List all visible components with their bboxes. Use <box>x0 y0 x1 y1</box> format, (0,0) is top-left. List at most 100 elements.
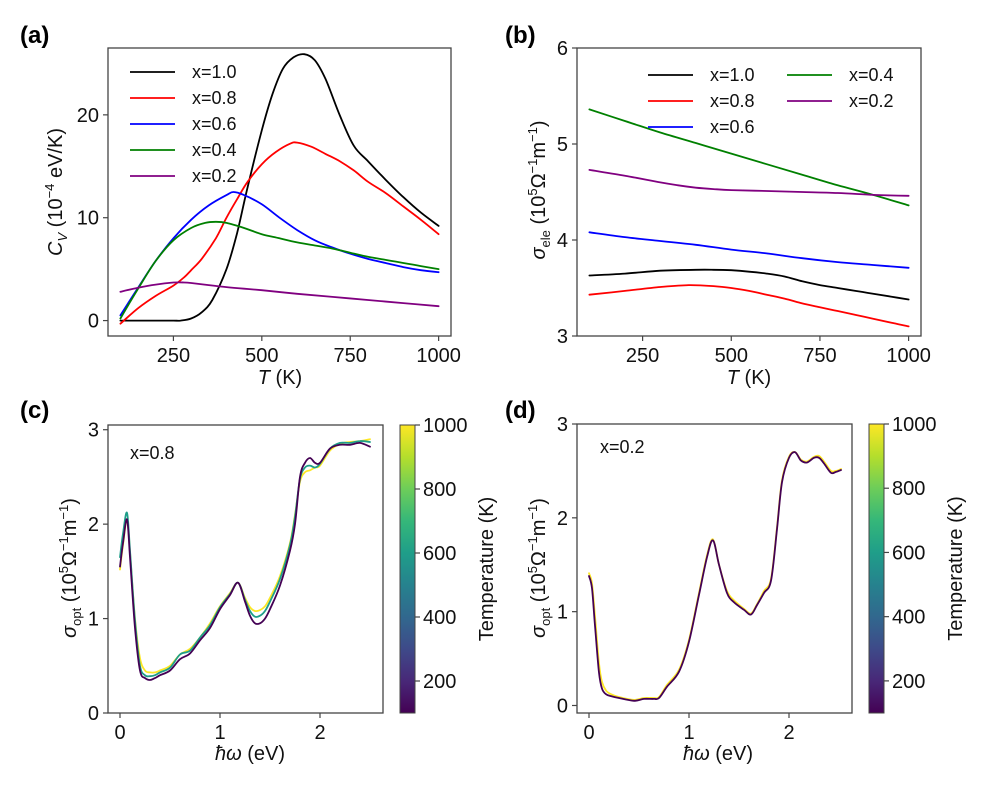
legend-label: x=0.6 <box>192 114 237 134</box>
x-axis-label-d: ħω (eV) <box>683 743 753 765</box>
series-line-x-0-4 <box>588 108 910 207</box>
y-axis-label-b: σele (105Ω−1m−1) <box>525 120 553 259</box>
legend-a: x=1.0 x=0.8 x=0.6 x=0.4 x=0.2 <box>130 62 237 186</box>
axes-frame-d <box>576 423 853 714</box>
y-axis-label-m: m <box>528 142 550 159</box>
panel-b: (b) 250 500 750 1000 3 4 5 6 x=1.0 x=0.8 x=0.6 x=0… <box>505 22 931 389</box>
y-axis-label-pre: (10 <box>45 198 67 232</box>
plot-area-b <box>588 108 910 328</box>
axes-frame-b <box>576 47 922 337</box>
legend-item: x=0.4 <box>787 65 894 85</box>
x-tick-label: 0 <box>583 722 594 744</box>
y-tick-label: 5 <box>557 134 568 156</box>
x-tick-label: 1 <box>214 722 225 744</box>
y-axis-label-m: m <box>528 520 550 537</box>
x-axis-label-unit: (K) <box>270 367 302 389</box>
colorbar-tick-label: 600 <box>423 543 456 565</box>
y-tick-label: 0 <box>557 695 568 717</box>
y-tick-label: 3 <box>557 414 568 436</box>
x-tick-label: 1000 <box>886 345 931 367</box>
y-tick-label: 0 <box>88 311 99 333</box>
ticks-c: 0 1 2 0 1 2 3 <box>88 420 326 744</box>
legend-label: x=0.2 <box>849 91 894 111</box>
legend-label: x=0.8 <box>192 88 237 108</box>
series-line-t-100-k <box>588 451 842 702</box>
y-tick-label: 10 <box>77 208 99 230</box>
y-axis-label-sub: V <box>55 232 70 242</box>
axes-frame-c <box>107 424 384 714</box>
panel-label-a: (a) <box>20 22 49 49</box>
y-axis-label-m: m <box>59 520 81 537</box>
y-axis-label-pre: (10 <box>528 196 550 230</box>
legend-label: x=0.4 <box>192 140 237 160</box>
panel-d: (d) x=0.2 0 1 2 0 1 2 3 200 400 600 800 1000 Temper… <box>505 397 967 765</box>
y-tick-label: 6 <box>557 38 568 60</box>
y-axis-label-sub: ele <box>538 230 553 247</box>
colorbar-tick-label: 200 <box>892 671 925 693</box>
legend-item: x=1.0 <box>648 65 755 85</box>
y-axis-label-c: σopt (105Ω−1m−1) <box>56 498 84 638</box>
x-tick-label: 0 <box>114 722 125 744</box>
plot-area-a <box>119 53 440 325</box>
colorbar-label: Temperature (K) <box>945 496 967 641</box>
colorbar-tick-label: 400 <box>892 607 925 629</box>
legend-label: x=1.0 <box>710 65 755 85</box>
series-line-x-1-0 <box>588 268 910 301</box>
x-axis-label-var: T <box>258 367 272 389</box>
y-tick-label: 3 <box>88 420 99 442</box>
x-axis-label-unit: (eV) <box>710 743 753 765</box>
y-axis-label-var: σ <box>528 247 550 260</box>
series-line-x-0-8 <box>119 141 440 325</box>
colorbar-c: 200 400 600 800 1000 Temperature (K) <box>399 415 498 714</box>
x-axis-label-var: ħω <box>683 743 710 765</box>
panel-label-c: (c) <box>20 397 49 424</box>
colorbar-tick-label: 400 <box>423 607 456 629</box>
ticks-b: 250 500 750 1000 3 4 5 6 <box>557 38 931 367</box>
y-axis-label-sup: 5 <box>56 566 71 573</box>
x-axis-label-var: T <box>727 367 741 389</box>
x-tick-label: 2 <box>314 722 325 744</box>
y-axis-label-omega: Ω <box>528 173 550 188</box>
colorbar-tick-label: 800 <box>892 478 925 500</box>
x-axis-label-var: ħω <box>215 743 242 765</box>
y-axis-label-pre: (10 <box>59 573 81 607</box>
colorbar-tick-label: 200 <box>423 671 456 693</box>
series-line-x-1-0 <box>119 53 440 322</box>
y-axis-label-var: σ <box>59 625 81 638</box>
y-axis-label-unit: eV/K) <box>45 128 67 184</box>
y-axis-label-a: CV (10−4 eV/K) <box>42 128 70 256</box>
colorbar-tick-label: 600 <box>892 542 925 564</box>
x-axis-label-unit: (eV) <box>242 743 285 765</box>
colorbar-tick-label: 1000 <box>423 415 468 437</box>
y-axis-label-sup: 5 <box>525 566 540 573</box>
y-axis-label-sup2: −1 <box>56 536 71 551</box>
legend-label: x=0.6 <box>710 117 755 137</box>
series-line-x-0-6 <box>588 231 910 269</box>
legend-item: x=0.2 <box>787 91 894 111</box>
legend-item: x=0.2 <box>130 166 237 186</box>
y-axis-label-omega: Ω <box>528 551 550 566</box>
legend-item: x=1.0 <box>130 62 237 82</box>
ticks-a: 250 500 750 1000 0 10 20 <box>77 105 461 367</box>
y-axis-label-close: ) <box>528 120 550 127</box>
y-tick-label: 0 <box>88 703 99 725</box>
series-line-x-0-2 <box>119 281 440 308</box>
y-axis-label-close: ) <box>59 498 81 505</box>
x-axis-label-unit: (K) <box>739 367 771 389</box>
y-tick-label: 4 <box>557 230 568 252</box>
series-line-x-0-8 <box>588 284 910 328</box>
x-tick-label: 500 <box>245 345 278 367</box>
y-tick-label: 2 <box>88 514 99 536</box>
y-axis-label-sup2: −1 <box>525 159 540 174</box>
plot-area-c <box>119 438 371 681</box>
colorbar-tick-label: 800 <box>423 479 456 501</box>
colorbar <box>868 423 885 714</box>
y-axis-label-pre: (10 <box>528 573 550 607</box>
y-tick-label: 20 <box>77 105 99 127</box>
x-tick-label: 750 <box>803 345 836 367</box>
legend-item: x=0.6 <box>130 114 237 134</box>
legend-item: x=0.4 <box>130 140 237 160</box>
x-tick-label: 250 <box>626 345 659 367</box>
y-tick-label: 3 <box>557 326 568 348</box>
